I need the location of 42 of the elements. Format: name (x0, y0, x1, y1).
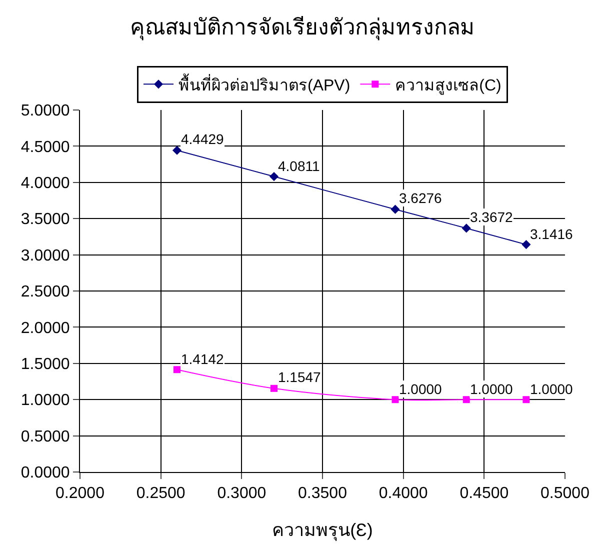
data-label: 3.3672 (470, 209, 514, 225)
y-tick-label: 4.0000 (20, 175, 70, 192)
point (392, 396, 399, 404)
point (269, 172, 279, 182)
data-label: 1.0000 (470, 381, 514, 397)
y-tick-label: 0.5000 (20, 428, 70, 446)
point (174, 366, 180, 374)
point (270, 384, 278, 392)
y-tick-label: 2.0000 (20, 320, 70, 337)
data-label: 1.0000 (530, 381, 574, 397)
data-label: 4.4429 (181, 131, 224, 147)
y-tick-label: 3.0000 (20, 247, 70, 264)
y-tick-label: 2.5000 (20, 284, 70, 301)
x-tick-label: 0.4000 (378, 485, 428, 502)
data-label: 1.1547 (278, 369, 322, 385)
y-tick-label: 5.0000 (20, 102, 70, 120)
point (390, 204, 400, 214)
point (522, 396, 530, 404)
x-tick-label: 0.2000 (56, 485, 105, 502)
y-tick-label: 3.5000 (20, 211, 70, 228)
y-tick-label: 1.5000 (20, 356, 70, 373)
point (522, 240, 531, 250)
x-tick-label: 0.4500 (460, 485, 509, 502)
x-tick-label: 0.3500 (298, 485, 348, 502)
y-tick-label: 0.0000 (20, 464, 70, 482)
x-tick-label: 0.5000 (540, 485, 590, 502)
y-tick-label: 1.0000 (20, 392, 70, 410)
point (462, 224, 471, 233)
point (172, 146, 182, 155)
data-label: 4.0811 (278, 158, 320, 174)
x-tick-label: 0.2500 (136, 485, 186, 502)
point (462, 396, 470, 404)
legend-label: พื้นที่ผิวต่อปริมาตร(APV) (178, 73, 350, 94)
legend-label: ความสูงเซล(C) (395, 77, 502, 96)
data-label: 1.0000 (399, 381, 442, 397)
data-label: 1.4142 (181, 351, 224, 367)
y-tick-label: 4.5000 (20, 138, 70, 156)
data-label: 3.1416 (530, 226, 574, 242)
x-axis-title: ความพรุน(Ɛ) (272, 520, 373, 541)
x-tick-label: 0.3000 (217, 485, 266, 502)
data-label: 3.6276 (399, 190, 442, 206)
chart-title: คุณสมบัติการจัดเรียงตัวกลุ่มทรงกลม (130, 14, 475, 41)
